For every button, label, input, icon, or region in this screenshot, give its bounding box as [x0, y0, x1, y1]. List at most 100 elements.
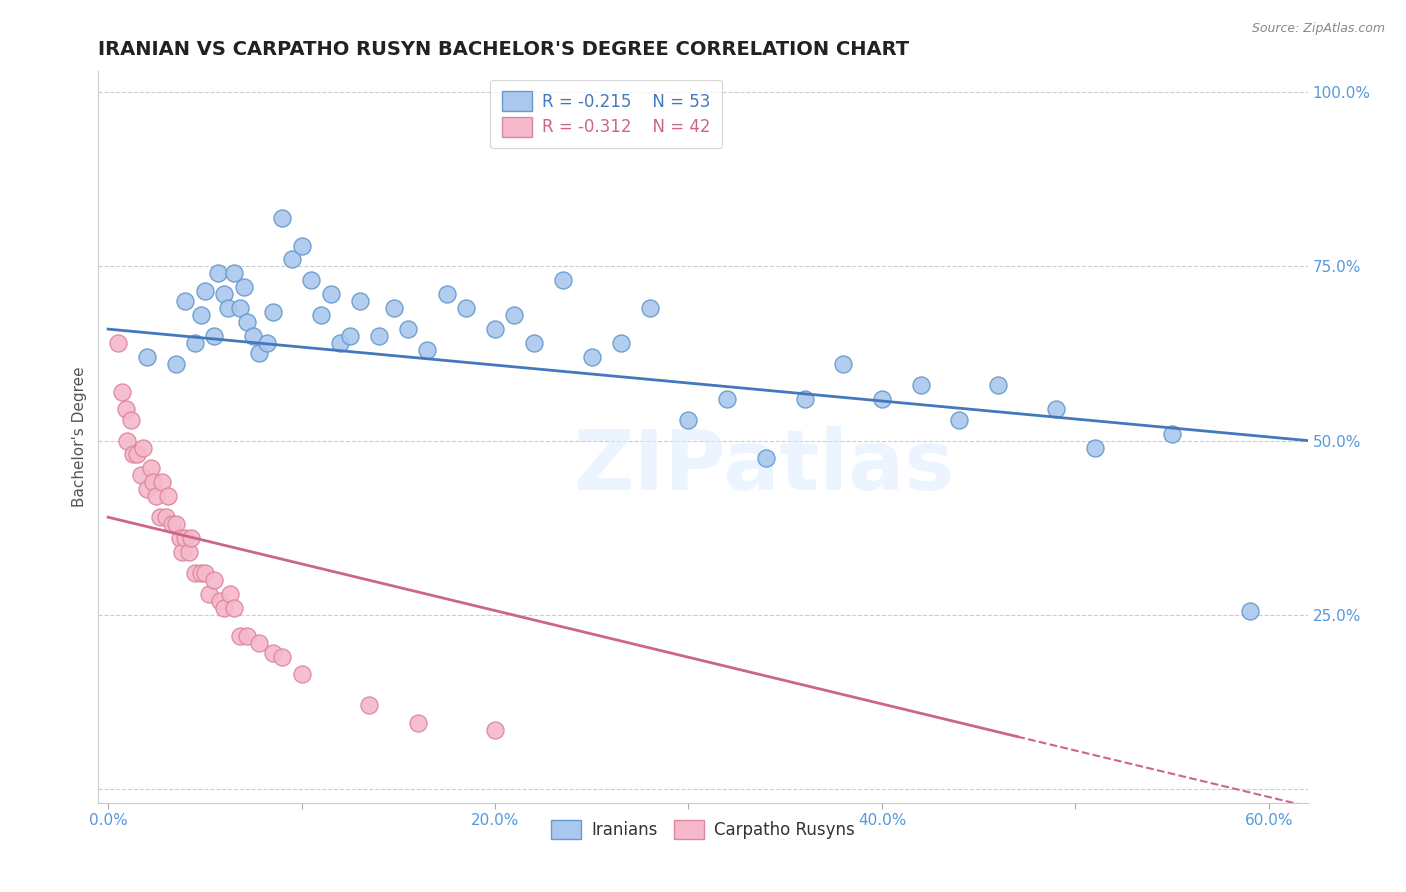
Point	[436, 287, 458, 301]
Point	[638, 301, 661, 316]
Point	[219, 587, 242, 601]
Point	[454, 301, 477, 316]
Point	[262, 304, 284, 318]
Point	[120, 412, 142, 426]
Point	[299, 273, 322, 287]
Point	[114, 402, 136, 417]
Point	[190, 566, 212, 580]
Point	[207, 266, 229, 280]
Legend: Iranians, Carpatho Rusyns: Iranians, Carpatho Rusyns	[544, 814, 862, 846]
Point	[349, 294, 371, 309]
Point	[309, 308, 332, 322]
Point	[127, 448, 149, 462]
Point	[339, 329, 361, 343]
Point	[184, 566, 207, 580]
Point	[242, 329, 264, 343]
Point	[142, 475, 165, 490]
Point	[232, 280, 254, 294]
Point	[155, 510, 177, 524]
Point	[832, 357, 855, 371]
Point	[610, 336, 633, 351]
Point	[256, 336, 278, 351]
Point	[281, 252, 304, 267]
Point	[228, 629, 250, 643]
Point	[132, 441, 155, 455]
Point	[262, 646, 284, 660]
Point	[180, 531, 202, 545]
Point	[212, 287, 235, 301]
Point	[987, 377, 1010, 392]
Point	[169, 531, 191, 545]
Point	[209, 594, 232, 608]
Point	[1045, 402, 1067, 417]
Point	[484, 723, 506, 737]
Point	[236, 315, 259, 329]
Point	[117, 434, 139, 448]
Point	[396, 322, 419, 336]
Point	[194, 566, 217, 580]
Point	[948, 412, 970, 426]
Point	[165, 517, 187, 532]
Point	[319, 287, 342, 301]
Point	[212, 600, 235, 615]
Point	[174, 294, 197, 309]
Point	[149, 510, 172, 524]
Text: IRANIAN VS CARPATHO RUSYN BACHELOR'S DEGREE CORRELATION CHART: IRANIAN VS CARPATHO RUSYN BACHELOR'S DEG…	[98, 39, 910, 59]
Point	[222, 600, 245, 615]
Point	[204, 329, 226, 343]
Point	[755, 450, 778, 465]
Point	[228, 301, 250, 316]
Point	[870, 392, 893, 406]
Point	[135, 350, 157, 364]
Point	[145, 489, 167, 503]
Point	[247, 635, 270, 649]
Point	[581, 350, 603, 364]
Text: Source: ZipAtlas.com: Source: ZipAtlas.com	[1251, 22, 1385, 36]
Point	[523, 336, 546, 351]
Point	[184, 336, 207, 351]
Y-axis label: Bachelor's Degree: Bachelor's Degree	[72, 367, 87, 508]
Point	[368, 329, 391, 343]
Point	[111, 384, 134, 399]
Point	[135, 483, 157, 497]
Point	[139, 461, 162, 475]
Point	[197, 587, 219, 601]
Point	[503, 308, 526, 322]
Point	[359, 698, 381, 713]
Point	[1084, 441, 1107, 455]
Point	[194, 284, 217, 298]
Point	[157, 489, 180, 503]
Point	[160, 517, 183, 532]
Point	[1161, 426, 1184, 441]
Point	[329, 336, 352, 351]
Point	[165, 357, 187, 371]
Point	[247, 346, 270, 360]
Point	[122, 448, 145, 462]
Point	[271, 649, 294, 664]
Point	[678, 412, 700, 426]
Point	[217, 301, 239, 316]
Point	[716, 392, 738, 406]
Point	[170, 545, 193, 559]
Point	[190, 308, 212, 322]
Point	[236, 629, 259, 643]
Point	[551, 273, 574, 287]
Point	[384, 301, 406, 316]
Point	[416, 343, 439, 357]
Point	[129, 468, 152, 483]
Point	[290, 667, 312, 681]
Text: ZIPatlas: ZIPatlas	[574, 425, 953, 507]
Point	[150, 475, 173, 490]
Point	[290, 238, 312, 252]
Point	[271, 211, 294, 225]
Point	[174, 531, 197, 545]
Point	[222, 266, 245, 280]
Point	[910, 377, 932, 392]
Point	[204, 573, 226, 587]
Point	[793, 392, 815, 406]
Point	[484, 322, 506, 336]
Point	[406, 715, 429, 730]
Point	[1239, 604, 1261, 618]
Point	[179, 545, 201, 559]
Point	[107, 336, 129, 351]
